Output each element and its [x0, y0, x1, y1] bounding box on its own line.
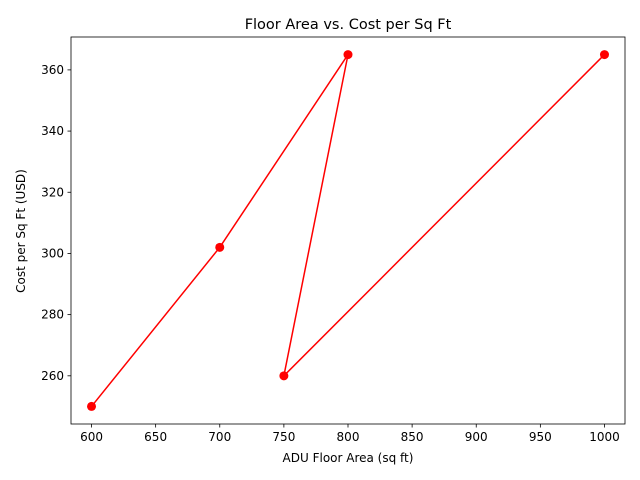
data-point [343, 50, 353, 60]
axes-frame [70, 36, 626, 425]
y-ticks: 260 280 300 320 340 360 [41, 63, 71, 383]
x-tick-label: 1000 [589, 430, 620, 444]
x-tick-label: 650 [144, 430, 167, 444]
y-tick-label: 260 [41, 369, 64, 383]
x-tick-label: 800 [337, 430, 360, 444]
y-tick-label: 340 [41, 124, 64, 138]
data-point [215, 242, 225, 252]
y-tick-label: 320 [41, 185, 64, 199]
x-tick-label: 700 [208, 430, 231, 444]
y-tick-label: 360 [41, 63, 64, 77]
x-tick-label: 600 [80, 430, 103, 444]
x-ticks: 600 650 700 750 800 850 900 950 1000 [80, 424, 620, 444]
x-axis-label: ADU Floor Area (sq ft) [283, 451, 414, 465]
chart-title: Floor Area vs. Cost per Sq Ft [245, 17, 452, 33]
y-axis-label: Cost per Sq Ft (USD) [14, 169, 28, 293]
y-tick-label: 300 [41, 246, 64, 260]
data-point [87, 401, 97, 411]
y-tick-label: 280 [41, 308, 64, 322]
data-point [599, 50, 609, 60]
x-tick-label: 900 [465, 430, 488, 444]
series-layer [87, 50, 609, 411]
axes-layer [70, 36, 626, 425]
series-line [90, 53, 606, 407]
data-point [279, 371, 289, 381]
x-tick-label: 850 [401, 430, 424, 444]
x-tick-label: 750 [272, 430, 295, 444]
x-tick-label: 950 [529, 430, 552, 444]
